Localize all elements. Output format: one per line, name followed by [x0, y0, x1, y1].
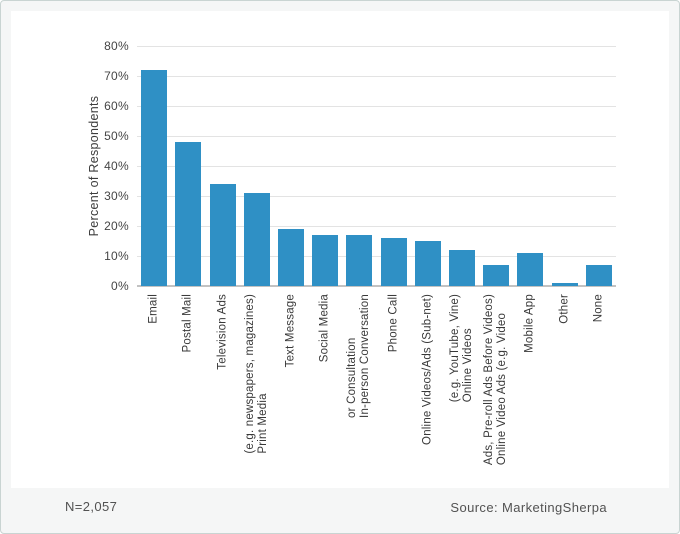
y-tick-label: 40% — [104, 159, 129, 173]
bar — [312, 235, 339, 286]
bar — [483, 265, 510, 286]
gridline — [137, 196, 616, 197]
x-axis-label: Postal Mail — [182, 294, 195, 357]
y-tick-label: 70% — [104, 69, 129, 83]
x-axis-label: Online Videos (e.g. YouTube, Vine) — [449, 294, 475, 407]
bar — [346, 235, 373, 286]
bar — [414, 241, 441, 286]
x-axis-label-text: Email — [147, 294, 160, 324]
y-tick-label: 20% — [104, 219, 129, 233]
bar — [517, 253, 544, 286]
x-axis-label: Email — [148, 294, 161, 329]
x-axis-label-text: In-person Conversation or Consultation — [346, 294, 372, 418]
x-axis-label-text: Online Videos (e.g. YouTube, Vine) — [449, 294, 475, 403]
x-axis-label: Social Media — [319, 294, 332, 367]
bar — [209, 184, 236, 286]
x-axis-label-text: Other — [558, 294, 571, 324]
gridline — [137, 106, 616, 107]
x-axis-label: Text Message — [284, 294, 297, 372]
bar — [380, 238, 407, 286]
x-axis-label: Online Videos/Ads (Sub-net) — [421, 294, 434, 450]
y-tick-label: 80% — [104, 39, 129, 53]
plot-panel — [11, 11, 669, 488]
x-axis-label: Other — [558, 294, 571, 329]
bar — [551, 283, 578, 286]
y-tick-label: 10% — [104, 249, 129, 263]
gridline — [137, 226, 616, 227]
x-axis-label-text: Phone Call — [387, 294, 400, 353]
x-axis-label-text: None — [592, 294, 605, 323]
bar — [277, 229, 304, 286]
y-tick-label: 30% — [104, 189, 129, 203]
bar — [141, 70, 168, 286]
y-tick-label: 60% — [104, 99, 129, 113]
gridline — [137, 76, 616, 77]
gridline — [137, 136, 616, 137]
bar — [585, 265, 612, 286]
gridline — [137, 46, 616, 47]
x-axis-label: Mobile App — [524, 294, 537, 358]
x-axis-label-text: Online Video Ads (e.g. Video Ads, Pre-rol… — [483, 294, 509, 466]
x-axis-label: None — [592, 294, 605, 327]
x-axis-label-text: Television Ads — [216, 294, 229, 370]
bar — [175, 142, 202, 286]
x-axis-label: Online Video Ads (e.g. Video Ads, Pre-rol… — [483, 294, 509, 470]
y-tick-label: 50% — [104, 129, 129, 143]
x-axis-label-text: Social Media — [318, 294, 331, 363]
sample-size-label: N=2,057 — [65, 499, 118, 514]
x-axis-label: In-person Conversation or Consultation — [346, 294, 372, 423]
x-axis-label-text: Online Videos/Ads (Sub-net) — [421, 294, 434, 445]
gridline — [137, 256, 616, 257]
x-axis-label: Television Ads — [216, 294, 229, 375]
gridline — [137, 166, 616, 167]
x-axis-line — [137, 285, 616, 287]
y-tick-label: 0% — [111, 279, 129, 293]
x-axis-label: Phone Call — [387, 294, 400, 357]
x-axis-label-text: Text Message — [284, 294, 297, 368]
x-axis-label-text: Postal Mail — [181, 294, 194, 353]
bar — [449, 250, 476, 286]
x-axis-label: Print Media (e.g. newspapers, magazines) — [244, 294, 270, 459]
x-axis-label-text: Mobile App — [523, 294, 536, 353]
bar — [243, 193, 270, 286]
source-label: Source: MarketingSherpa — [450, 500, 607, 515]
x-axis-label-text: Print Media (e.g. newspapers, magazines) — [243, 294, 269, 454]
